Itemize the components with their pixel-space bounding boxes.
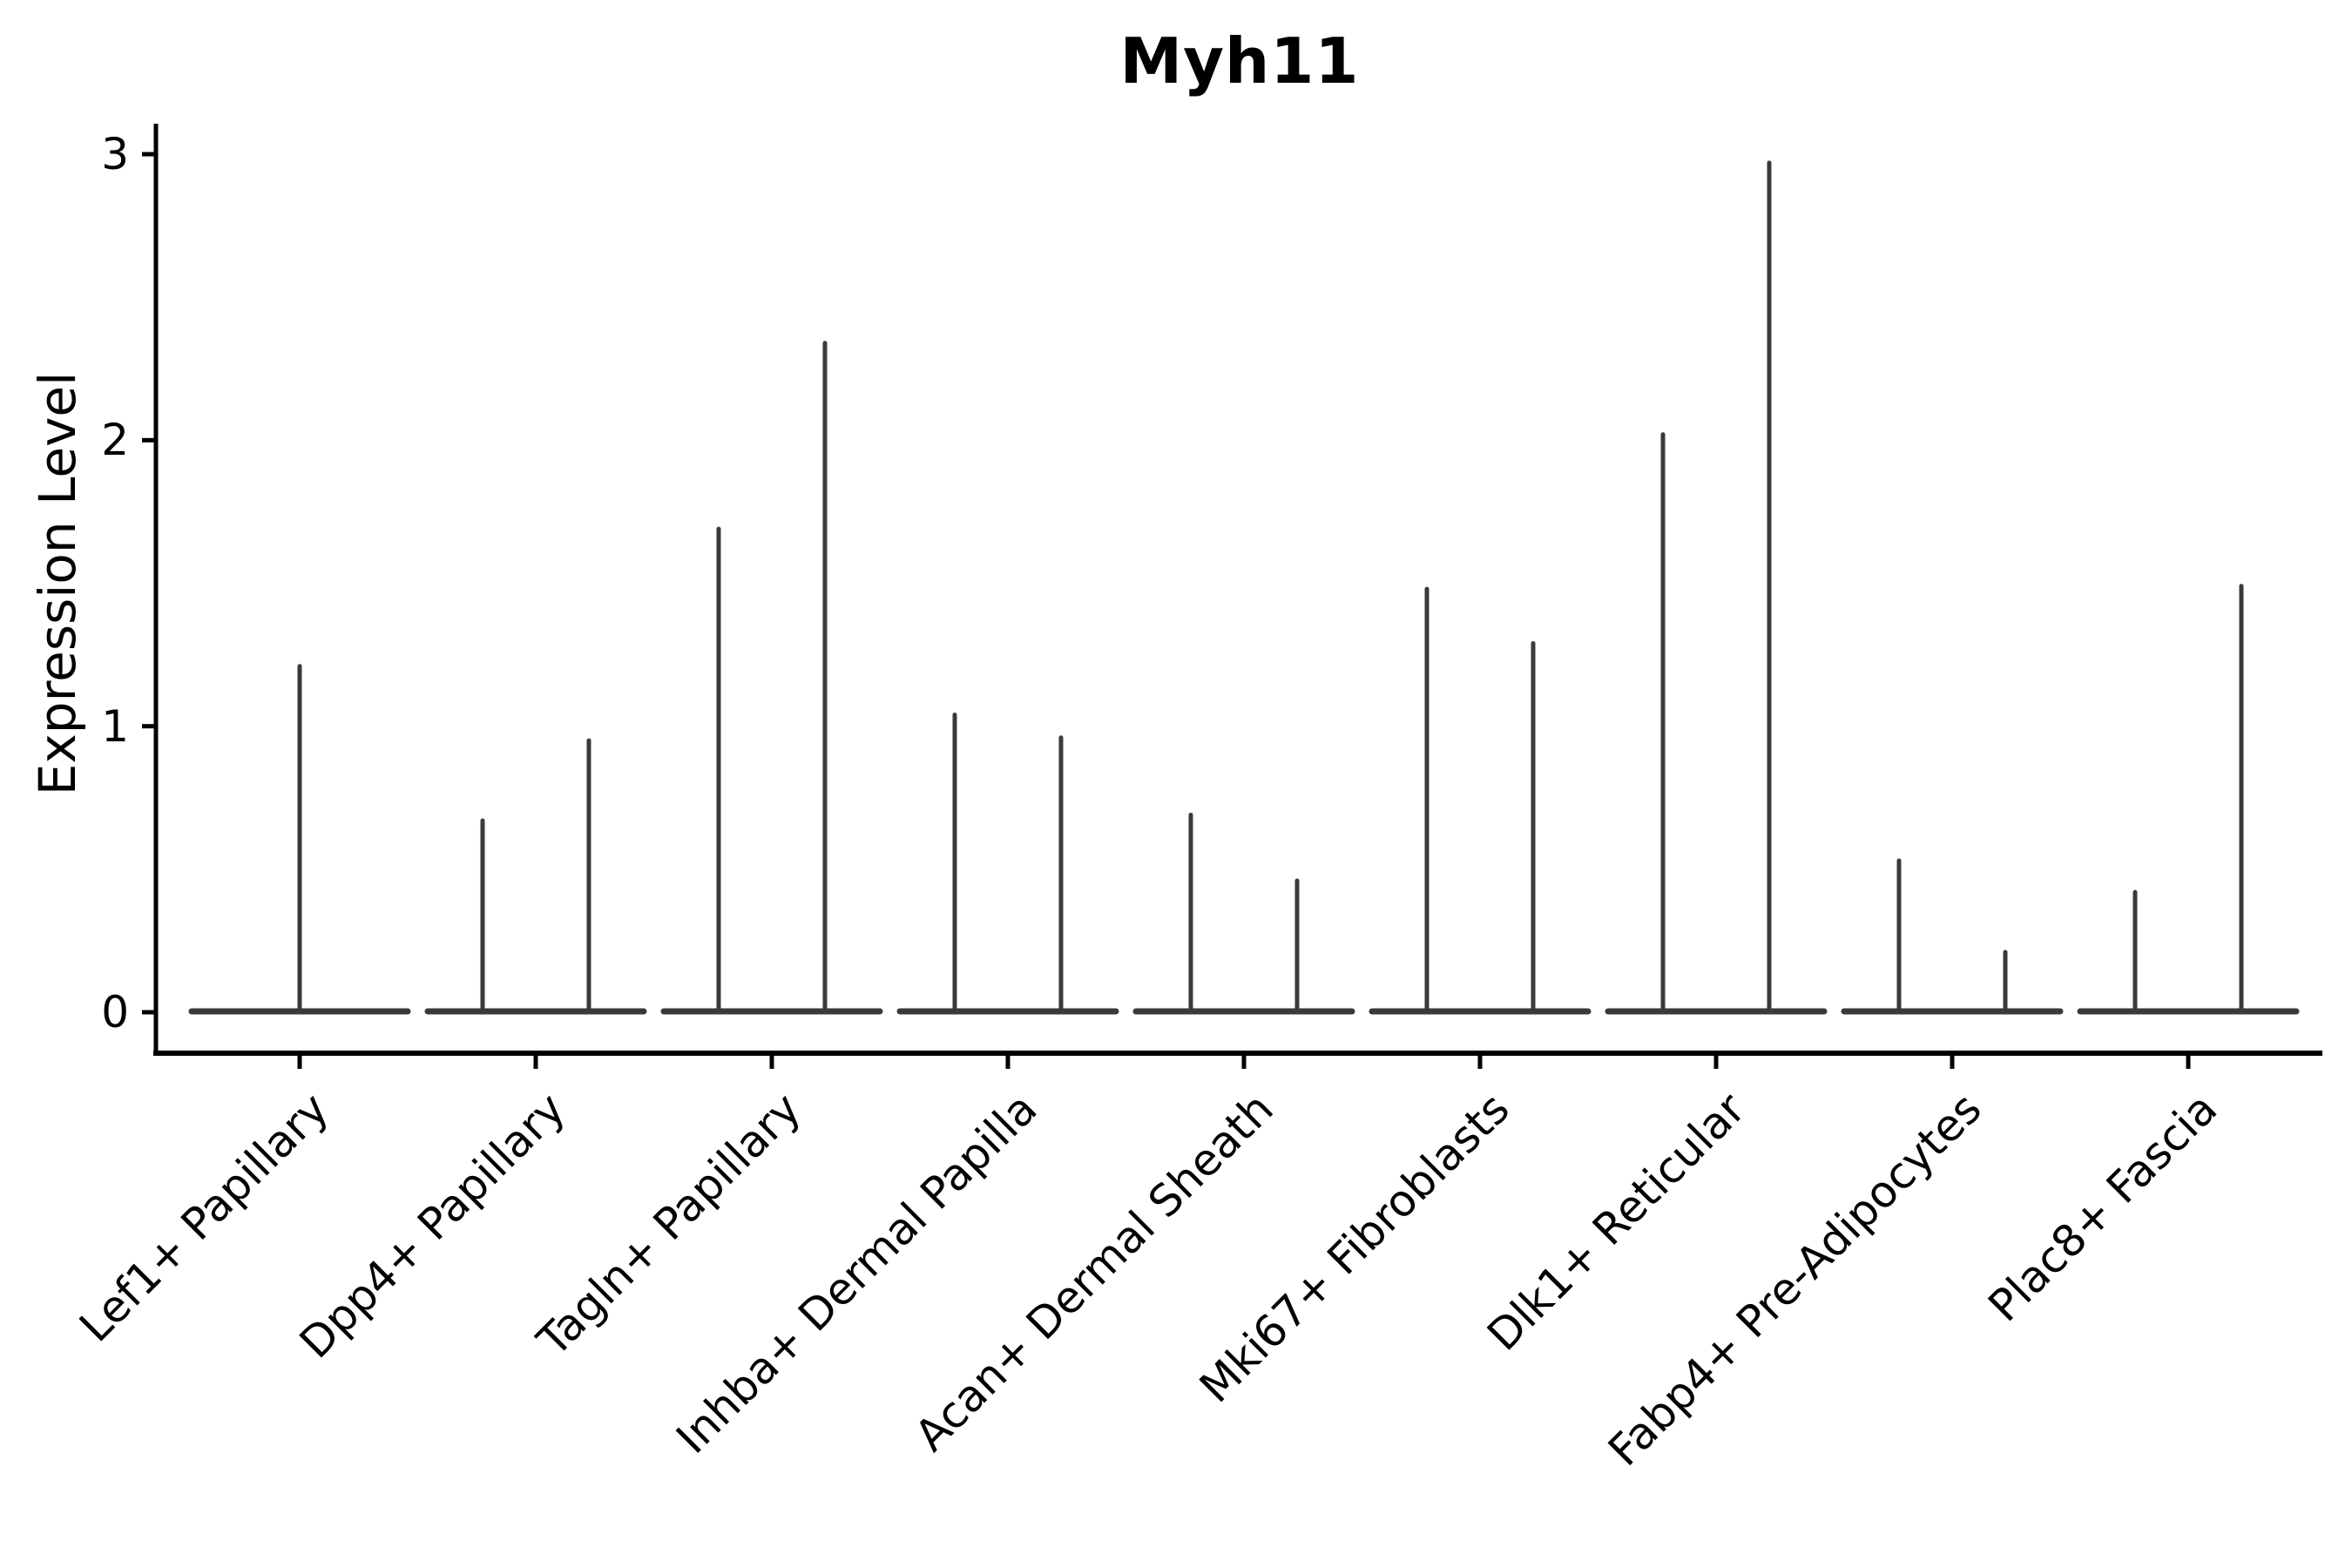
- chart-title: Myh11: [1119, 24, 1360, 98]
- y-tick-label: 0: [101, 987, 129, 1037]
- y-tick-label: 3: [101, 129, 129, 179]
- y-tick-label: 1: [101, 700, 129, 752]
- y-tick-label: 2: [101, 415, 129, 466]
